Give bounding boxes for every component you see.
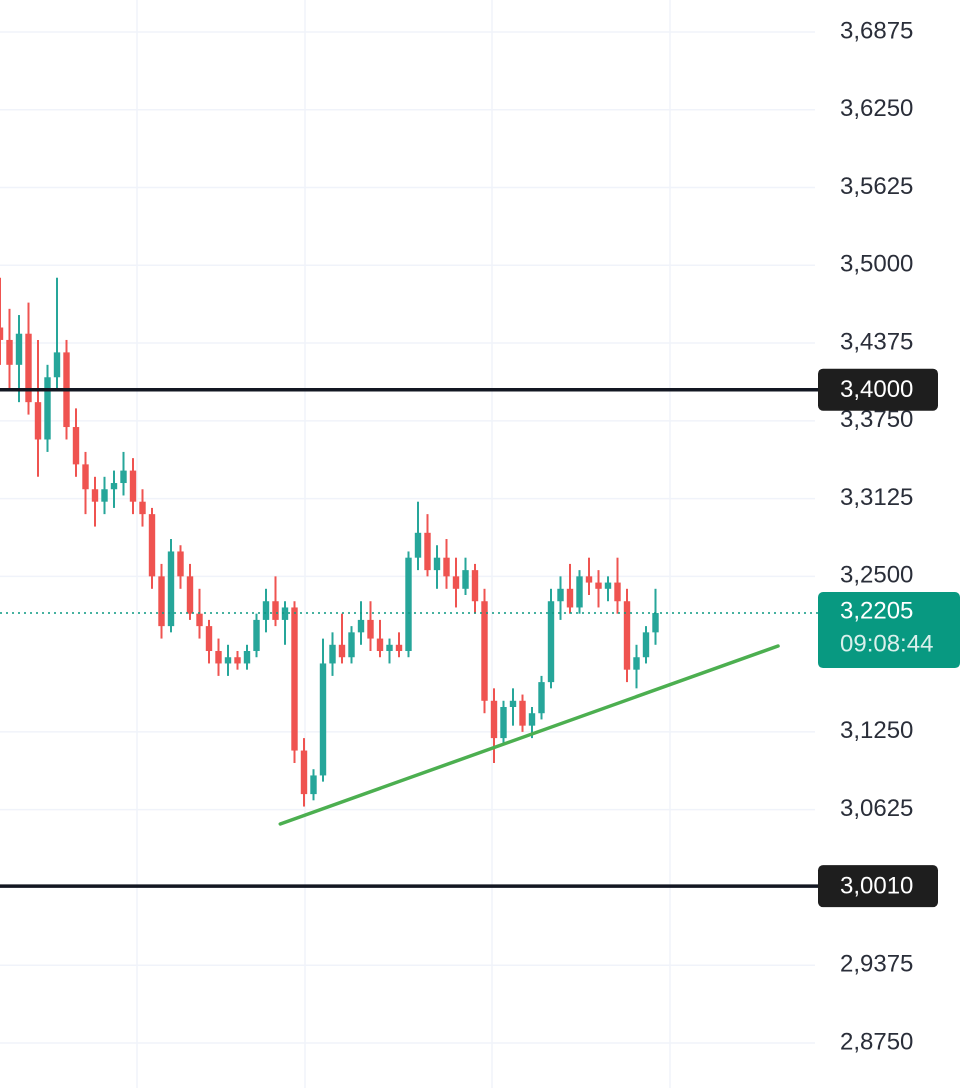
candle-body <box>509 700 517 708</box>
candle-body <box>215 651 222 664</box>
candle-body <box>471 570 479 602</box>
candle-body <box>481 601 488 701</box>
candle-body <box>196 613 203 627</box>
candle-body <box>243 651 251 664</box>
candle-body <box>367 619 374 639</box>
candle-body <box>490 700 498 739</box>
candle-body <box>338 644 346 658</box>
candle-body <box>129 470 137 502</box>
candle-body <box>538 682 545 714</box>
candle-body <box>25 333 32 403</box>
level-label: 3,4000 <box>840 376 913 403</box>
candle-body <box>405 557 412 652</box>
countdown-label: 09:08:44 <box>840 630 933 657</box>
candle-body <box>272 601 279 620</box>
candle-body <box>177 551 184 577</box>
candle-body <box>15 333 23 365</box>
candle-body <box>148 514 156 577</box>
candle-body <box>253 619 260 652</box>
candle-body <box>262 601 270 620</box>
candle-body <box>547 601 555 683</box>
candle-body <box>224 657 232 664</box>
candle-body <box>158 576 165 627</box>
candle-body <box>281 607 289 620</box>
time-grid <box>136 0 671 1088</box>
candle-body <box>452 576 460 589</box>
y-tick-label: 3,6875 <box>840 17 913 44</box>
candle-body <box>120 470 127 484</box>
y-tick-label: 3,0625 <box>840 795 913 822</box>
candle-body <box>82 464 89 490</box>
candle-body <box>500 707 507 739</box>
candle-body <box>443 557 450 577</box>
last-price-label: 3,2205 <box>840 597 913 624</box>
y-tick-label: 3,3125 <box>840 484 913 511</box>
candle-body <box>319 663 327 776</box>
y-tick-label: 3,5000 <box>840 251 913 278</box>
y-tick-label: 3,1250 <box>840 717 913 744</box>
candle-body <box>310 775 317 795</box>
level-label-box <box>818 368 938 411</box>
candle-body <box>614 582 621 602</box>
y-tick-label: 3,6250 <box>840 95 913 122</box>
level-label: 3,0010 <box>840 873 913 900</box>
candle-body <box>376 638 384 652</box>
y-tick-label: 3,2500 <box>840 562 913 589</box>
candle-body <box>557 588 564 602</box>
candle-body <box>167 551 175 627</box>
candle-body <box>53 352 61 378</box>
candle-body <box>462 570 469 589</box>
candle-body <box>300 750 308 795</box>
candle-body <box>633 657 640 670</box>
candle-body <box>424 532 431 571</box>
candle-body <box>139 501 146 515</box>
candle-body <box>433 557 441 571</box>
candle-body <box>357 619 365 633</box>
candle-body <box>329 644 336 664</box>
candle-body <box>91 489 99 502</box>
candle-body <box>414 532 422 558</box>
candle-body <box>0 327 4 340</box>
candle-body <box>566 588 574 608</box>
candle-body <box>348 632 355 658</box>
candle-body <box>34 402 42 440</box>
candle-body <box>604 582 612 589</box>
candle-body <box>585 576 593 583</box>
candle-body <box>386 644 393 652</box>
candle-body <box>652 613 659 633</box>
candle-body <box>101 489 108 502</box>
candle-body <box>595 582 602 589</box>
candle-body <box>642 632 650 658</box>
candle-body <box>623 601 631 670</box>
candle-body <box>291 607 298 751</box>
y-tick-label: 3,4375 <box>840 328 913 355</box>
candle-body <box>519 700 526 726</box>
last-price-box <box>818 592 960 669</box>
level-label-box <box>818 865 938 908</box>
candle-body <box>186 576 194 614</box>
candle-body <box>6 339 13 365</box>
candle-body <box>395 644 403 652</box>
candle-body <box>528 713 536 726</box>
candle-body <box>234 657 241 664</box>
candle-body <box>205 626 213 652</box>
y-tick-label: 2,9375 <box>840 951 913 978</box>
candle-body <box>72 427 80 465</box>
trend-line <box>278 644 780 826</box>
candle-body <box>44 377 51 440</box>
y-tick-label: 3,5625 <box>840 173 913 200</box>
y-tick-label: 2,8750 <box>840 1028 913 1055</box>
candle-body <box>576 576 583 608</box>
candle-body <box>110 483 118 490</box>
